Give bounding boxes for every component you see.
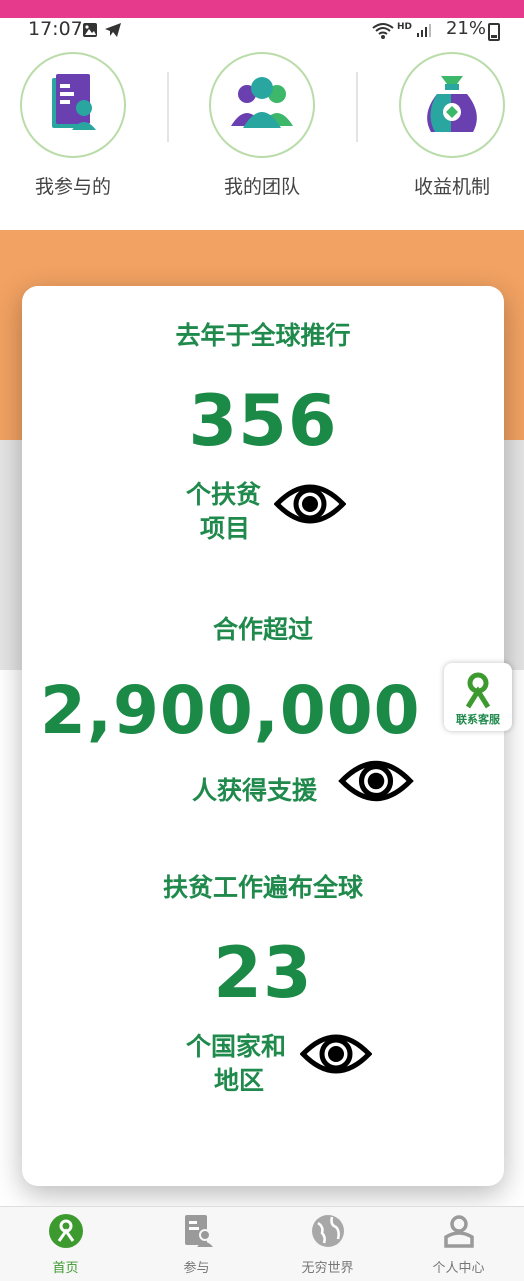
quick-menu: 我参与的 我的团队 收益机制: [0, 52, 524, 230]
stat-desc-line: 个扶贫: [186, 480, 262, 509]
tab-label: 无穷世界: [301, 1261, 354, 1276]
tab-label: 个人中心: [432, 1261, 485, 1276]
stat-heading: 扶贫工作遍布全球: [162, 873, 363, 902]
quick-item-label: 收益机制: [413, 176, 490, 198]
tab-home[interactable]: 首页: [0, 1213, 131, 1276]
wifi-icon: [372, 23, 394, 39]
oxfam-logo-icon: [465, 672, 491, 709]
user-profile-icon: [443, 1215, 474, 1248]
divider: [167, 72, 169, 142]
status-time: 17:07: [28, 18, 83, 40]
globe-icon: [311, 1215, 344, 1247]
signal-icon: [417, 24, 431, 37]
stat-desc-line: 人获得支援: [192, 776, 318, 805]
bottom-tab-bar: 首页 参与 无穷世界 个人中心: [0, 1206, 524, 1281]
stat-desc-line: 地区: [214, 1066, 265, 1095]
stats-card: 去年于全球推行 356 个扶贫 项目 合作超过 2,900,000 人获得支援 …: [22, 286, 504, 1186]
eye-icon[interactable]: [300, 1026, 372, 1082]
document-user-icon: [184, 1215, 213, 1247]
tab-label: 参与: [183, 1261, 210, 1276]
eye-icon[interactable]: [338, 752, 414, 810]
stat-value: 23: [213, 932, 313, 1014]
stat-desc-line: 项目: [200, 514, 251, 543]
stat-value: 2,900,000: [40, 672, 421, 749]
tab-profile[interactable]: 个人中心: [393, 1213, 524, 1276]
participation-icon: [20, 52, 126, 158]
money-bag-icon: [399, 52, 505, 158]
quick-item-earnings[interactable]: 收益机制: [377, 52, 524, 199]
stat-description: 个国家和 地区: [186, 1030, 316, 1098]
quick-item-team[interactable]: 我的团队: [187, 52, 337, 199]
quick-item-participation[interactable]: 我参与的: [0, 52, 148, 199]
home-logo-icon: [48, 1214, 83, 1248]
network-type-label: HD: [397, 22, 413, 32]
stat-description: 人获得支援: [192, 774, 342, 808]
customer-service-label: 联系客服: [456, 713, 500, 726]
battery-icon: [488, 23, 500, 41]
stat-heading: 去年于全球推行: [175, 321, 351, 350]
team-icon: [209, 52, 315, 158]
quick-item-label: 我参与的: [34, 176, 111, 198]
stat-description: 个扶贫 项目: [186, 478, 296, 546]
top-color-bar: [0, 0, 524, 18]
stat-value: 356: [188, 380, 338, 462]
tab-participate[interactable]: 参与: [131, 1213, 262, 1276]
stat-desc-line: 个国家和: [186, 1032, 287, 1061]
customer-service-button[interactable]: 联系客服: [444, 663, 512, 731]
status-bar: 17:07 HD 21%: [0, 18, 524, 42]
eye-icon[interactable]: [274, 476, 346, 532]
quick-item-label: 我的团队: [223, 176, 300, 198]
battery-percent: 21%: [445, 18, 486, 39]
telegram-icon: [105, 23, 121, 37]
tab-label: 首页: [52, 1261, 79, 1276]
gallery-icon: [83, 23, 97, 37]
tab-world[interactable]: 无穷世界: [262, 1213, 393, 1276]
divider: [356, 72, 358, 142]
stat-heading: 合作超过: [212, 615, 313, 644]
